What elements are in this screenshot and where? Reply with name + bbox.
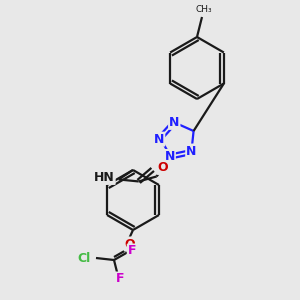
Text: O: O bbox=[158, 161, 168, 174]
Text: CH₃: CH₃ bbox=[196, 5, 212, 14]
Text: F: F bbox=[116, 272, 124, 286]
Text: HN: HN bbox=[94, 171, 115, 184]
Text: Cl: Cl bbox=[78, 251, 91, 265]
Text: F: F bbox=[128, 244, 136, 257]
Text: N: N bbox=[169, 116, 179, 129]
Text: N: N bbox=[154, 133, 164, 146]
Text: N: N bbox=[186, 145, 197, 158]
Text: O: O bbox=[125, 238, 135, 250]
Text: N: N bbox=[164, 150, 175, 163]
